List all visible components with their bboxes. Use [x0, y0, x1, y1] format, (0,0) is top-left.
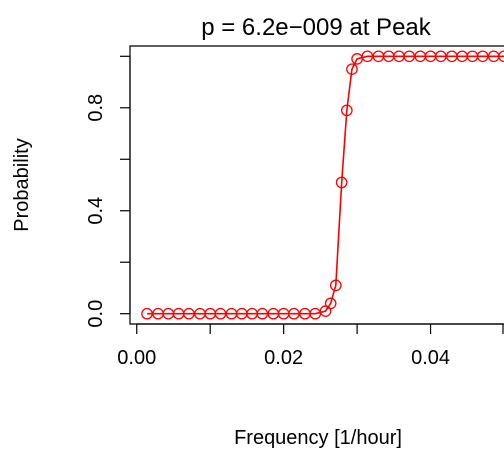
- y-tick-label: 0.0: [85, 300, 107, 328]
- series-line: [147, 55, 504, 315]
- data-point: [346, 63, 358, 76]
- x-tick-label: 0.04: [411, 347, 450, 369]
- y-axis-title: Probability: [11, 138, 33, 231]
- y-tick-label: 0.8: [85, 94, 107, 122]
- y-axis: 0.0 0.4 0.8: [85, 55, 131, 328]
- x-tick-label: 0.00: [117, 347, 156, 369]
- series-layer: [141, 50, 504, 320]
- data-point: [324, 297, 337, 310]
- y-tick-label: 0.4: [85, 197, 107, 225]
- chart-title: p = 6.2e−009 at Peak: [201, 14, 432, 41]
- x-tick-label: 0.02: [264, 347, 303, 369]
- data-point: [329, 279, 342, 292]
- data-point: [335, 176, 348, 189]
- x-axis-title: Frequency [1/hour]: [234, 427, 402, 449]
- x-axis: 0.00 0.02 0.04: [117, 323, 504, 369]
- data-point: [340, 104, 353, 117]
